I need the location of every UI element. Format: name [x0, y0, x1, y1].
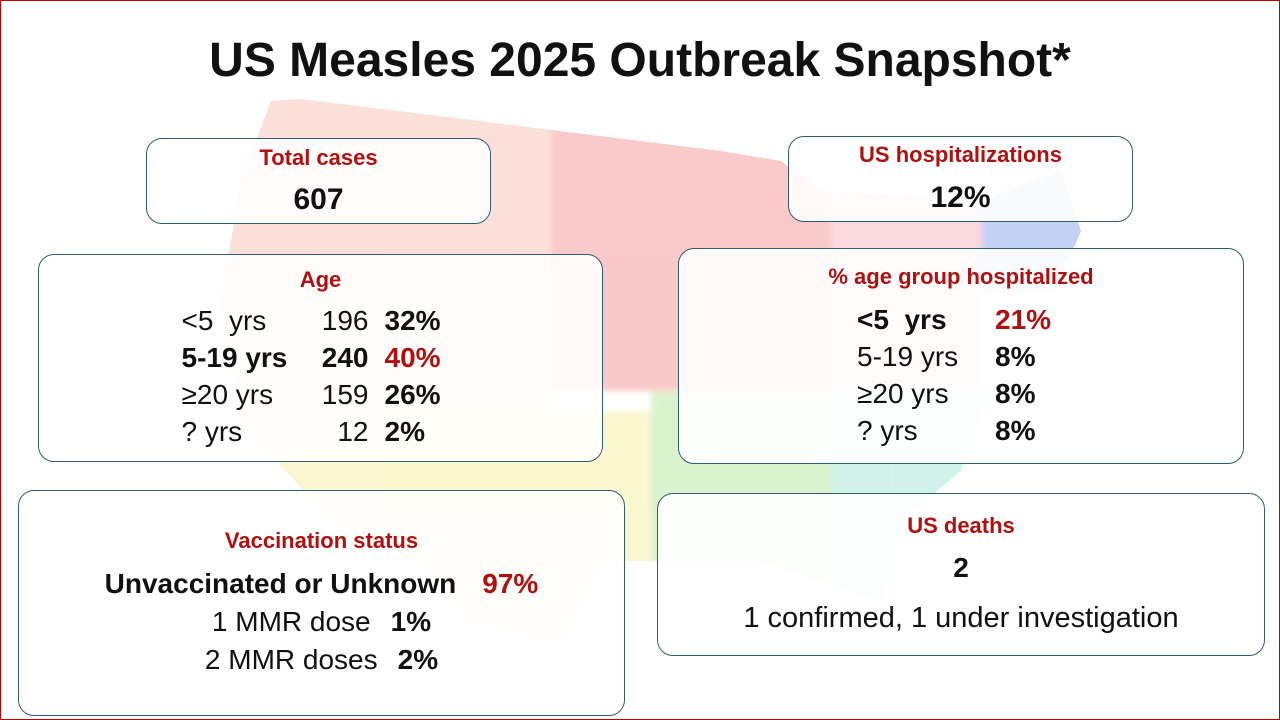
total-cases-card: Total cases 607: [146, 138, 491, 224]
age-group: <5 yrs: [181, 305, 267, 336]
case-count: 196: [321, 305, 369, 336]
case-share: 32%: [384, 305, 441, 336]
hospitalizations-card: US hospitalizations 12%: [788, 136, 1133, 222]
vaccination-group: Unvaccinated or Unknown: [104, 568, 457, 599]
age-group: <5 yrs: [857, 304, 947, 335]
age-group: 5-19 yrs: [857, 341, 959, 372]
card-label: Vaccination status: [224, 528, 419, 553]
age-row: ? yrs 12 2%: [39, 416, 602, 448]
hospitalized-share: 21%: [995, 304, 1052, 335]
card-label: US hospitalizations: [859, 142, 1062, 167]
card-note: 1 confirmed, 1 under investigation: [743, 602, 1179, 634]
age-group: 5-19 yrs: [181, 342, 288, 373]
case-count: 240: [321, 342, 369, 373]
hospitalized-share: 8%: [995, 415, 1036, 446]
vaccination-share: 2%: [397, 644, 439, 675]
age-group: ? yrs: [857, 415, 918, 446]
card-label: % age group hospitalized: [828, 264, 1094, 289]
card-label: US deaths: [907, 513, 1015, 538]
case-share: 40%: [384, 342, 441, 373]
vaccination-group: 2 MMR doses: [204, 644, 378, 675]
age-hospitalized-row: 5-19 yrs 8%: [679, 341, 1243, 373]
case-count: 159: [321, 379, 369, 410]
card-label: Age: [299, 267, 342, 292]
case-share: 26%: [384, 379, 441, 410]
age-row: ≥20 yrs 159 26%: [39, 379, 602, 411]
case-share: 2%: [384, 416, 425, 447]
age-row: 5-19 yrs 240 40%: [39, 342, 602, 374]
title: US Measles 2025 Outbreak Snapshot*: [209, 34, 1071, 87]
card-value: 607: [293, 183, 344, 216]
age-group: ≥20 yrs: [181, 379, 274, 410]
card-value: 2: [953, 552, 969, 583]
case-count: 12: [337, 416, 369, 447]
vaccination-row: 1 MMR dose 1%: [19, 606, 624, 638]
hospitalized-share: 8%: [995, 378, 1036, 409]
card-value: 12%: [930, 181, 991, 214]
hospitalized-share: 8%: [995, 341, 1036, 372]
age-row: <5 yrs 196 32%: [39, 305, 602, 337]
age-group: ? yrs: [181, 416, 243, 447]
age-hospitalized-row: <5 yrs 21%: [679, 304, 1243, 336]
age-hospitalized-row: ? yrs 8%: [679, 415, 1243, 447]
age-card: Age <5 yrs 196 32% 5-19 yrs 240 40% ≥20 yrs 159…: [38, 254, 603, 462]
vaccination-card: Vaccination status Unvaccinated or Unkno…: [18, 490, 625, 716]
vaccination-row: Unvaccinated or Unknown 97%: [19, 568, 624, 600]
age-group: ≥20 yrs: [857, 378, 949, 409]
age-hospitalized-row: ≥20 yrs 8%: [679, 378, 1243, 410]
card-label: Total cases: [259, 145, 378, 170]
vaccination-group: 1 MMR dose: [211, 606, 371, 637]
age-hospitalized-card: % age group hospitalized <5 yrs 21% 5-19 y…: [678, 248, 1244, 464]
vaccination-share: 97%: [482, 568, 539, 599]
deaths-card: US deaths 2 1 confirmed, 1 under investi…: [657, 493, 1265, 656]
vaccination-row: 2 MMR doses 2%: [19, 644, 624, 676]
vaccination-share: 1%: [390, 606, 432, 637]
